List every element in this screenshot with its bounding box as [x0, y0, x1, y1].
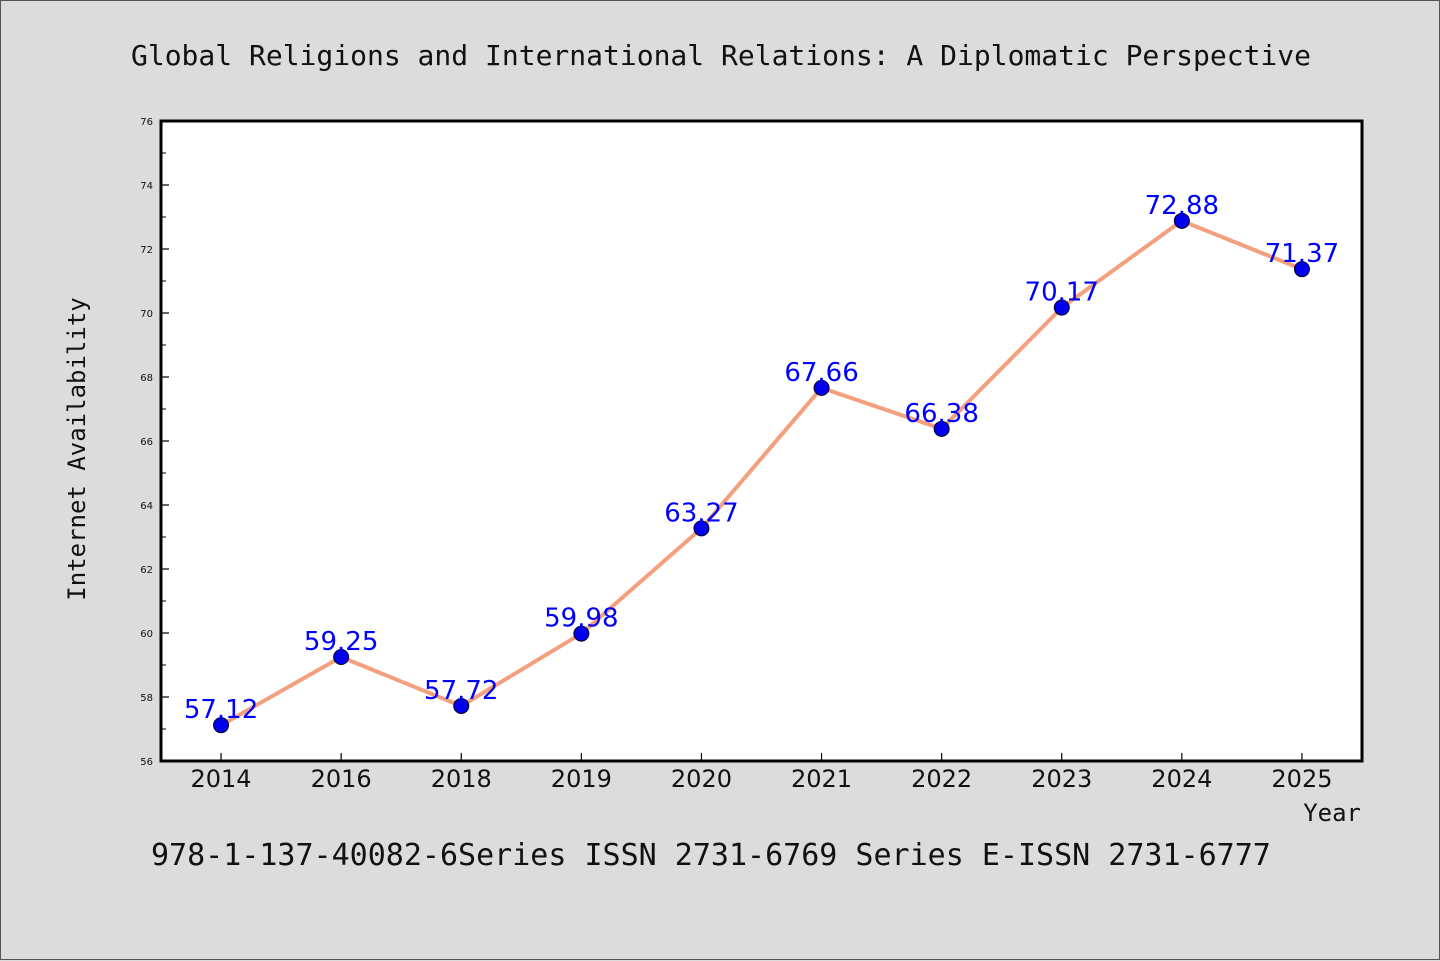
data-point [1173, 212, 1190, 229]
x-tick-label: 2025 [1271, 765, 1332, 793]
y-tick-label: 64 [140, 501, 153, 512]
data-label: 66.38 [904, 399, 978, 429]
x-tick-label: 2021 [791, 765, 852, 793]
y-tick-label: 72 [140, 245, 153, 256]
y-axis-label: Internet Availability [63, 297, 91, 600]
series-line [220, 218, 1303, 727]
x-tick-label: 2023 [1031, 765, 1092, 793]
data-label: 63.27 [664, 498, 738, 528]
footer-isbn-issn: 978-1-137-40082-6Series ISSN 2731-6769 S… [151, 838, 1271, 873]
x-tick-label: 2022 [911, 765, 972, 793]
x-tick-label: 2018 [431, 765, 492, 793]
data-label: 71.37 [1265, 239, 1339, 269]
data-label: 57.72 [424, 676, 498, 706]
data-label: 57.12 [184, 695, 258, 725]
y-tick-label: 70 [140, 309, 153, 320]
y-tick-label: 62 [140, 565, 153, 576]
x-tick-label: 2019 [551, 765, 612, 793]
x-tick-label: 2024 [1151, 765, 1212, 793]
chart-title: Global Religions and International Relat… [131, 39, 1311, 72]
x-axis-label: Year [1303, 799, 1361, 827]
y-tick-label: 58 [140, 693, 153, 704]
y-tick-label: 76 [140, 117, 153, 128]
data-point [453, 697, 470, 714]
data-label: 72.88 [1145, 191, 1219, 221]
data-point [933, 420, 950, 437]
x-tick-label: 2014 [191, 765, 252, 793]
y-tick-label: 68 [140, 373, 153, 384]
data-point [1293, 261, 1310, 278]
data-label: 70.17 [1025, 278, 1099, 308]
series-markers [213, 212, 1310, 734]
data-point [213, 717, 230, 734]
data-point [813, 379, 830, 396]
x-axis-ticks: 2014 2016 2018 2019 2020 2021 2022 2023 2024 2025 [191, 753, 1332, 793]
data-point [573, 625, 590, 642]
y-tick-label: 56 [140, 757, 153, 768]
y-axis-ticks: 56 58 60 62 64 66 68 70 72 74 76 [140, 117, 169, 768]
data-labels: 57.12 59.25 57.72 59.98 63.27 67.66 66.38 70.17… [184, 191, 1339, 725]
x-tick-label: 2020 [671, 765, 732, 793]
plot-area [159, 119, 1364, 763]
data-label: 59.98 [544, 604, 618, 634]
y-tick-label: 60 [140, 629, 153, 640]
data-point [333, 649, 350, 665]
y-tick-label: 74 [140, 181, 153, 192]
data-label: 67.66 [784, 358, 858, 388]
data-point [693, 520, 710, 537]
x-tick-label: 2016 [311, 765, 372, 793]
data-point [1053, 299, 1070, 316]
y-tick-label: 66 [140, 437, 153, 448]
data-label: 59.25 [304, 627, 378, 657]
